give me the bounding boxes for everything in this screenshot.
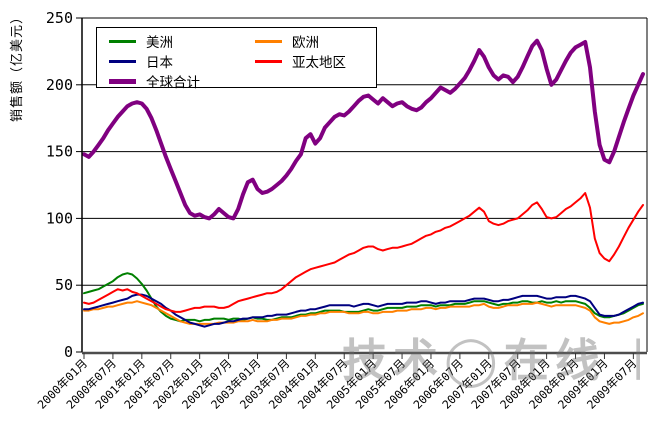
legend-item-global: 全球合计 xyxy=(109,71,255,91)
legend-label-americas: 美洲 xyxy=(146,35,173,51)
legend-item-japan: 日本 xyxy=(109,51,255,71)
legend-swatch-global xyxy=(109,78,136,84)
legend-swatch-americas xyxy=(109,39,136,43)
series-line-global xyxy=(82,38,645,221)
y-tick-label: 0 xyxy=(64,343,73,361)
legend-swatch-asia_pacific xyxy=(255,59,282,63)
y-axis-title: 销售额（亿美元） xyxy=(10,9,25,122)
legend-item-americas: 美洲 xyxy=(109,31,255,51)
axes xyxy=(81,17,648,355)
series-line-europe xyxy=(83,300,644,325)
y-tick-labels: 0 50 100 150 200 250 xyxy=(46,9,82,361)
y-tick-label: 250 xyxy=(46,9,73,27)
y-tick-label: 150 xyxy=(46,143,73,161)
legend-item-europe: 欧洲 xyxy=(255,31,376,51)
legend-label-japan: 日本 xyxy=(146,55,173,71)
legend-label-asia_pacific: 亚太地区 xyxy=(292,55,346,71)
legend-label-global: 全球合计 xyxy=(146,75,200,91)
series-line-japan xyxy=(83,293,644,328)
legend-item-asia_pacific: 亚太地区 xyxy=(255,51,376,71)
legend: 美洲 欧洲日本 亚太地区全球合计 xyxy=(96,27,377,91)
y-tick-label: 50 xyxy=(55,276,73,294)
x-tick-labels: 2000年01月2000年07月2001年01月2001年07月2002年01月… xyxy=(35,353,639,412)
legend-swatch-europe xyxy=(255,39,282,43)
series-lines xyxy=(82,38,645,328)
legend-label-europe: 欧洲 xyxy=(292,35,319,51)
y-tick-label: 100 xyxy=(46,209,73,227)
y-tick-label: 200 xyxy=(46,76,73,94)
series-line-asia_pacific xyxy=(83,192,644,313)
legend-swatch-japan xyxy=(109,59,136,63)
